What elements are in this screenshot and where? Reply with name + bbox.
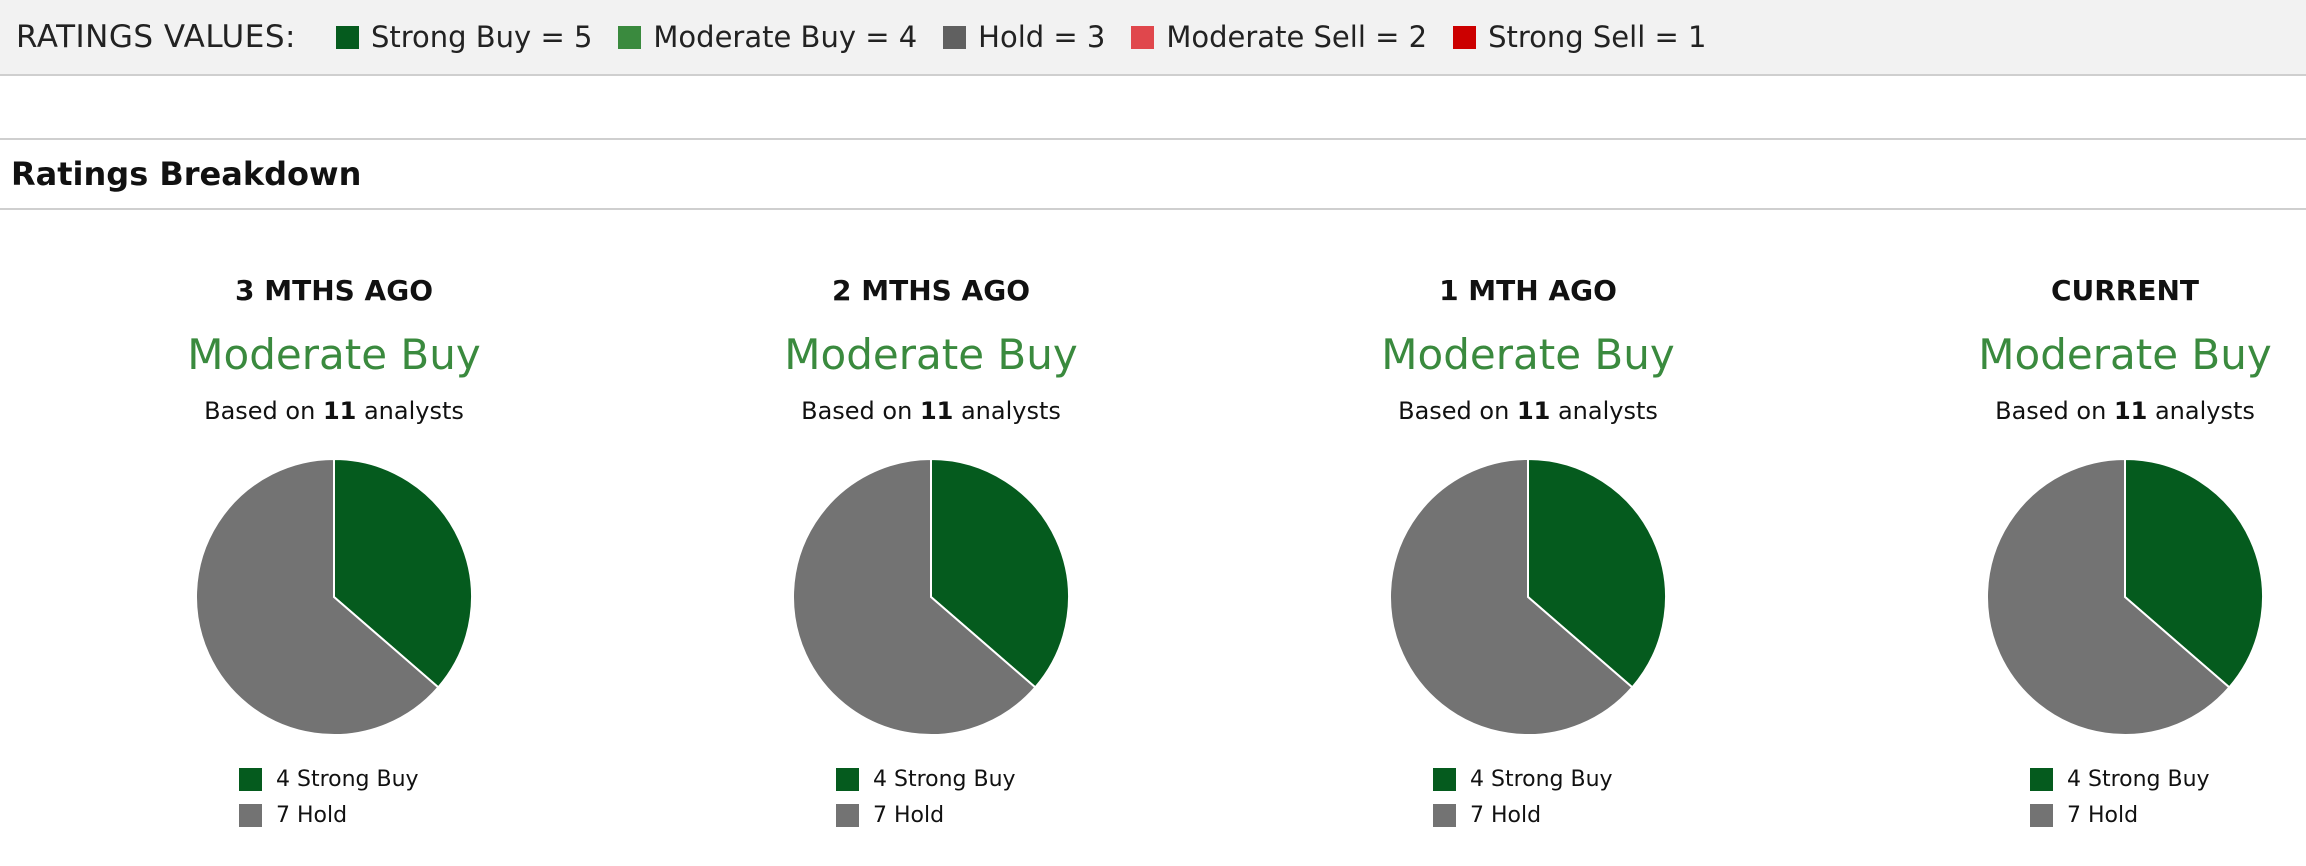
analyst-count: 11 — [1516, 397, 1551, 425]
legend-item-moderate-sell: Moderate Sell = 2 — [1131, 20, 1427, 54]
pie-legend: 4 Strong Buy 7 Hold — [239, 761, 429, 833]
legend-item-strong-buy: Strong Buy = 5 — [335, 20, 593, 54]
pie-legend-label-hold: 7 Hold — [873, 802, 945, 828]
pie-legend-swatch-strong-buy — [2030, 767, 2053, 791]
ratings-pie-chart — [1986, 457, 2264, 736]
pie-slice-strong-buy — [930, 457, 1070, 689]
analyst-count: 11 — [322, 397, 357, 425]
pie-legend-item-strong-buy: 4 Strong Buy — [2030, 761, 2220, 797]
analyst-count: 11 — [2113, 397, 2148, 425]
pie-legend-label-strong-buy: 4 Strong Buy — [2067, 766, 2210, 792]
based-suffix: analysts — [356, 397, 464, 425]
pie-legend-item-hold: 7 Hold — [1433, 797, 1623, 833]
consensus-rating: Moderate Buy — [187, 330, 481, 379]
pie-legend-label-hold: 7 Hold — [276, 802, 348, 828]
based-suffix: analysts — [1550, 397, 1658, 425]
pie-legend: 4 Strong Buy 7 Hold — [836, 761, 1026, 833]
legend-label-moderate-buy: Moderate Buy = 4 — [653, 20, 918, 54]
pie-legend-item-strong-buy: 4 Strong Buy — [1433, 761, 1623, 797]
legend-label-moderate-sell: Moderate Sell = 2 — [1166, 20, 1428, 54]
analyst-count-text: Based on 11 analysts — [1228, 395, 1828, 427]
period-column-3-mths-ago: 3 MTHS AGO Moderate Buy Based on 11 anal… — [34, 210, 634, 833]
pie-slice-hold — [195, 457, 440, 736]
pie-legend-item-strong-buy: 4 Strong Buy — [239, 761, 429, 797]
legend-swatch-moderate-buy — [618, 25, 642, 49]
based-prefix: Based on — [204, 397, 323, 425]
ratings-values-legend: RATINGS VALUES: Strong Buy = 5 Moderate … — [0, 0, 2306, 76]
pie-legend-swatch-hold — [836, 803, 859, 827]
pie-legend-item-hold: 7 Hold — [239, 797, 429, 833]
pie-slice-hold — [1986, 457, 2231, 736]
consensus-rating: Moderate Buy — [1381, 330, 1675, 379]
legend-swatch-strong-buy — [335, 25, 359, 49]
consensus-rating: Moderate Buy — [784, 330, 1078, 379]
pie-legend-item-hold: 7 Hold — [836, 797, 1026, 833]
legend-item-strong-sell: Strong Sell = 1 — [1453, 20, 1706, 54]
analyst-count-text: Based on 11 analysts — [1825, 395, 2306, 427]
pie-slice-strong-buy — [2124, 457, 2264, 689]
based-prefix: Based on — [1995, 397, 2114, 425]
ratings-columns: 3 MTHS AGO Moderate Buy Based on 11 anal… — [0, 210, 2306, 860]
pie-slice-strong-buy — [1527, 457, 1667, 689]
section-header: Ratings Breakdown — [0, 140, 2306, 210]
pie-legend-swatch-hold — [2030, 803, 2053, 827]
pie-legend-label-strong-buy: 4 Strong Buy — [276, 766, 419, 792]
legend-item-moderate-buy: Moderate Buy = 4 — [618, 20, 917, 54]
based-suffix: analysts — [2147, 397, 2255, 425]
period-column-1-mth-ago: 1 MTH AGO Moderate Buy Based on 11 analy… — [1228, 210, 1828, 833]
pie-legend-swatch-hold — [239, 803, 262, 827]
legend-swatch-moderate-sell — [1131, 25, 1155, 49]
pie-legend-swatch-hold — [1433, 803, 1456, 827]
based-prefix: Based on — [801, 397, 920, 425]
legend-label-hold: Hold = 3 — [978, 20, 1106, 54]
section-title: Ratings Breakdown — [11, 155, 362, 193]
based-suffix: analysts — [953, 397, 1061, 425]
period-column-2-mths-ago: 2 MTHS AGO Moderate Buy Based on 11 anal… — [631, 210, 1231, 833]
period-title: CURRENT — [2050, 274, 2200, 307]
legend-swatch-strong-sell — [1453, 25, 1477, 49]
analyst-count-text: Based on 11 analysts — [34, 395, 634, 427]
period-title: 3 MTHS AGO — [235, 274, 433, 307]
ratings-pie-chart — [195, 457, 473, 736]
pie-legend-swatch-strong-buy — [1433, 767, 1456, 791]
pie-legend-label-hold: 7 Hold — [2067, 802, 2139, 828]
pie-legend-label-hold: 7 Hold — [1470, 802, 1542, 828]
ratings-pie-chart — [792, 457, 1070, 736]
legend-item-hold: Hold = 3 — [943, 20, 1105, 54]
consensus-rating: Moderate Buy — [1978, 330, 2272, 379]
ratings-pie-chart — [1389, 457, 1667, 736]
legend-title: RATINGS VALUES: — [16, 19, 296, 55]
pie-legend: 4 Strong Buy 7 Hold — [1433, 761, 1623, 833]
pie-legend-label-strong-buy: 4 Strong Buy — [873, 766, 1016, 792]
pie-slice-hold — [792, 457, 1037, 736]
period-column-current: CURRENT Moderate Buy Based on 11 analyst… — [1825, 210, 2306, 833]
period-title: 1 MTH AGO — [1439, 274, 1617, 307]
legend-label-strong-buy: Strong Buy = 5 — [370, 20, 593, 54]
legend-label-strong-sell: Strong Sell = 1 — [1488, 20, 1707, 54]
spacer-row — [0, 76, 2306, 140]
based-prefix: Based on — [1398, 397, 1517, 425]
pie-legend: 4 Strong Buy 7 Hold — [2030, 761, 2220, 833]
analyst-count: 11 — [919, 397, 954, 425]
pie-slice-strong-buy — [333, 457, 473, 689]
analyst-count-text: Based on 11 analysts — [631, 395, 1231, 427]
legend-swatch-hold — [943, 25, 967, 49]
pie-slice-hold — [1389, 457, 1634, 736]
period-title: 2 MTHS AGO — [832, 274, 1030, 307]
pie-legend-label-strong-buy: 4 Strong Buy — [1470, 766, 1613, 792]
pie-legend-item-strong-buy: 4 Strong Buy — [836, 761, 1026, 797]
pie-legend-item-hold: 7 Hold — [2030, 797, 2220, 833]
pie-legend-swatch-strong-buy — [239, 767, 262, 791]
pie-legend-swatch-strong-buy — [836, 767, 859, 791]
